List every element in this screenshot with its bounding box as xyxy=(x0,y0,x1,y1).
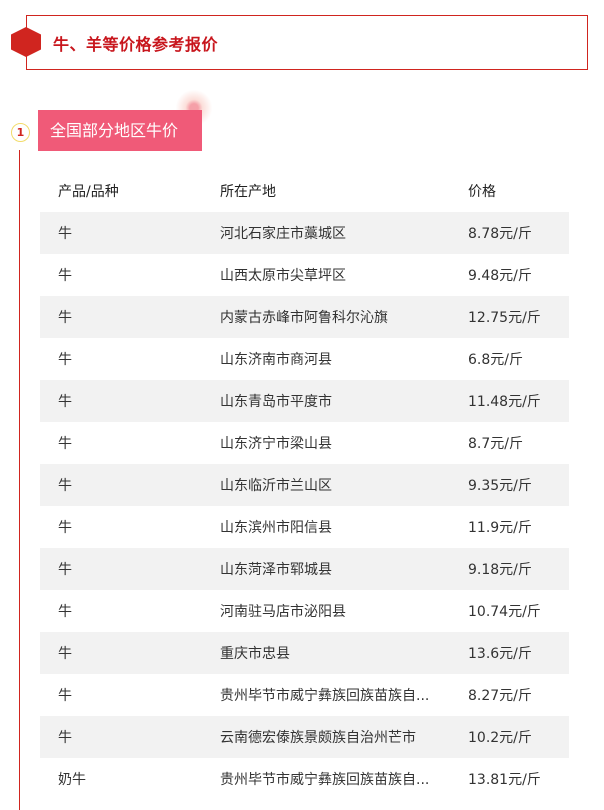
origin-cell: 河北石家庄市藁城区 xyxy=(220,226,346,242)
price-cell: 9.48元/斤 xyxy=(468,268,532,284)
origin-cell: 山东临沂市兰山区 xyxy=(220,478,332,494)
price-cell: 11.9元/斤 xyxy=(468,520,532,536)
origin-cell: 山东菏泽市郓城县 xyxy=(220,562,332,578)
table-row: 牛 山东菏泽市郓城县 9.18元/斤 xyxy=(40,548,569,590)
product-cell: 牛 xyxy=(58,226,72,242)
product-cell: 牛 xyxy=(58,520,72,536)
origin-cell: 山东青岛市平度市 xyxy=(220,394,332,410)
price-cell: 13.6元/斤 xyxy=(468,646,532,662)
price-cell: 8.27元/斤 xyxy=(468,688,532,704)
origin-cell: 贵州毕节市威宁彝族回族苗族自... xyxy=(220,688,430,704)
price-cell: 8.78元/斤 xyxy=(468,226,532,242)
price-cell: 8.7元/斤 xyxy=(468,436,523,452)
product-cell: 牛 xyxy=(58,562,72,578)
product-cell: 牛 xyxy=(58,352,72,368)
origin-cell: 山东济南市商河县 xyxy=(220,352,332,368)
price-cell: 11.48元/斤 xyxy=(468,394,541,410)
product-cell: 牛 xyxy=(58,394,72,410)
price-cell: 12.75元/斤 xyxy=(468,310,541,326)
table-row: 奶牛 贵州毕节市威宁彝族回族苗族自... 13.81元/斤 xyxy=(40,758,569,800)
product-cell: 牛 xyxy=(58,604,72,620)
section-number-badge: 1 xyxy=(11,123,30,142)
origin-cell: 重庆市忠县 xyxy=(220,646,290,662)
hexagon-icon xyxy=(11,27,41,57)
table-row: 牛 山东临沂市兰山区 9.35元/斤 xyxy=(40,464,569,506)
table-row: 牛 云南德宏傣族景颇族自治州芒市 10.2元/斤 xyxy=(40,716,569,758)
product-cell: 牛 xyxy=(58,688,72,704)
price-cell: 9.35元/斤 xyxy=(468,478,532,494)
table-row: 牛 山东青岛市平度市 11.48元/斤 xyxy=(40,380,569,422)
table-header: 产品/品种 所在产地 价格 xyxy=(40,170,569,212)
table-row: 牛 河北石家庄市藁城区 8.78元/斤 xyxy=(40,212,569,254)
origin-cell: 贵州毕节市威宁彝族回族苗族自... xyxy=(220,772,430,788)
origin-cell: 云南德宏傣族景颇族自治州芒市 xyxy=(220,730,416,746)
page-title: 牛、羊等价格参考报价 xyxy=(53,35,219,54)
table-row: 牛 山东滨州市阳信县 11.9元/斤 xyxy=(40,506,569,548)
table-row: 牛 贵州毕节市威宁彝族回族苗族自... 8.27元/斤 xyxy=(40,674,569,716)
product-cell: 牛 xyxy=(58,646,72,662)
origin-cell: 内蒙古赤峰市阿鲁科尔沁旗 xyxy=(220,310,388,326)
origin-cell: 山东济宁市梁山县 xyxy=(220,436,332,452)
table-row: 牛 山东济宁市梁山县 8.7元/斤 xyxy=(40,422,569,464)
table-row: 牛 内蒙古赤峰市阿鲁科尔沁旗 12.75元/斤 xyxy=(40,296,569,338)
price-cell: 9.18元/斤 xyxy=(468,562,532,578)
price-cell: 10.2元/斤 xyxy=(468,730,532,746)
table-row: 牛 重庆市忠县 13.6元/斤 xyxy=(40,632,569,674)
origin-cell: 山东滨州市阳信县 xyxy=(220,520,332,536)
product-cell: 牛 xyxy=(58,310,72,326)
product-cell: 牛 xyxy=(58,478,72,494)
table-row: 牛 河南驻马店市泌阳县 10.74元/斤 xyxy=(40,590,569,632)
column-header-price: 价格 xyxy=(468,184,496,200)
product-cell: 牛 xyxy=(58,436,72,452)
table-row: 牛 山东济南市商河县 6.8元/斤 xyxy=(40,338,569,380)
price-cell: 10.74元/斤 xyxy=(468,604,541,620)
table-row: 牛 山西太原市尖草坪区 9.48元/斤 xyxy=(40,254,569,296)
price-cell: 6.8元/斤 xyxy=(468,352,523,368)
timeline-line xyxy=(19,150,20,810)
origin-cell: 河南驻马店市泌阳县 xyxy=(220,604,346,620)
price-cell: 13.81元/斤 xyxy=(468,772,541,788)
product-cell: 牛 xyxy=(58,268,72,284)
column-header-origin: 所在产地 xyxy=(220,184,276,200)
product-cell: 牛 xyxy=(58,730,72,746)
section-title: 全国部分地区牛价 xyxy=(38,110,202,151)
price-table: 产品/品种 所在产地 价格 牛河北石家庄市藁城区 8.78元/斤牛山西太原市尖草坪… xyxy=(40,170,569,800)
origin-cell: 山西太原市尖草坪区 xyxy=(220,268,346,284)
column-header-product: 产品/品种 xyxy=(58,184,119,200)
product-cell: 奶牛 xyxy=(58,772,86,788)
